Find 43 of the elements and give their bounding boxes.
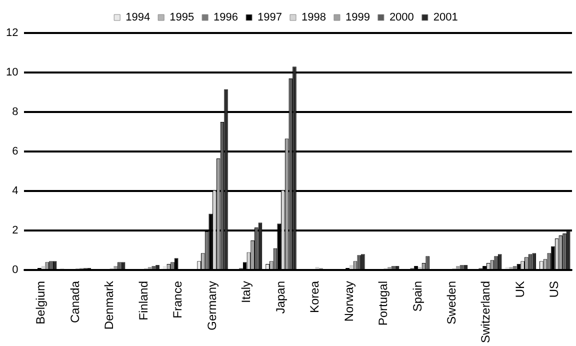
bar <box>114 266 118 269</box>
x-tick-label: Japan <box>273 280 288 314</box>
bar <box>41 266 46 269</box>
x-tick-label: Germany <box>204 280 219 330</box>
x-tick-label: UK <box>512 280 527 298</box>
bar <box>162 266 167 269</box>
x-tick-label: France <box>170 280 185 318</box>
bar <box>464 265 468 269</box>
legend-label: 1997 <box>258 12 282 24</box>
bar <box>456 266 460 269</box>
legend-label: 2001 <box>433 12 458 24</box>
y-tick-label: 0 <box>12 264 18 276</box>
y-tick-label: 4 <box>12 185 18 198</box>
y-tick-label: 8 <box>12 106 18 118</box>
bar <box>391 266 396 269</box>
x-tick-label: Italy <box>239 280 254 303</box>
x-tick-label: Korea <box>308 280 322 314</box>
bar <box>156 265 160 269</box>
x-tick-label: Switzerland <box>478 280 493 344</box>
legend-label: 1999 <box>345 12 370 24</box>
x-tick-label: US <box>547 280 562 298</box>
x-tick-label: Portugal <box>376 280 390 326</box>
legend-label: 1998 <box>302 12 326 24</box>
y-tick-label: 10 <box>6 66 18 79</box>
bar <box>349 265 354 269</box>
legend-label: 1994 <box>126 12 150 24</box>
bar <box>395 266 400 269</box>
legend-label: 1996 <box>214 12 238 24</box>
y-tick-label: 12 <box>6 27 18 40</box>
x-tick-label: Finland <box>136 280 150 320</box>
y-tick-label: 2 <box>12 224 18 237</box>
x-tick-label: Norway <box>342 280 356 322</box>
bar <box>512 266 517 269</box>
bar <box>152 266 156 269</box>
legend-label: 1995 <box>170 12 194 24</box>
x-tick-label: Belgium <box>34 280 48 324</box>
x-tick-label: Denmark <box>102 280 116 330</box>
y-tick-label: 6 <box>12 146 18 158</box>
legend-label: 2000 <box>389 12 414 24</box>
x-tick-label: Sweden <box>444 280 458 324</box>
bar <box>460 265 464 269</box>
x-tick-label: Spain <box>410 280 424 312</box>
x-tick-label: Canada <box>68 280 82 324</box>
